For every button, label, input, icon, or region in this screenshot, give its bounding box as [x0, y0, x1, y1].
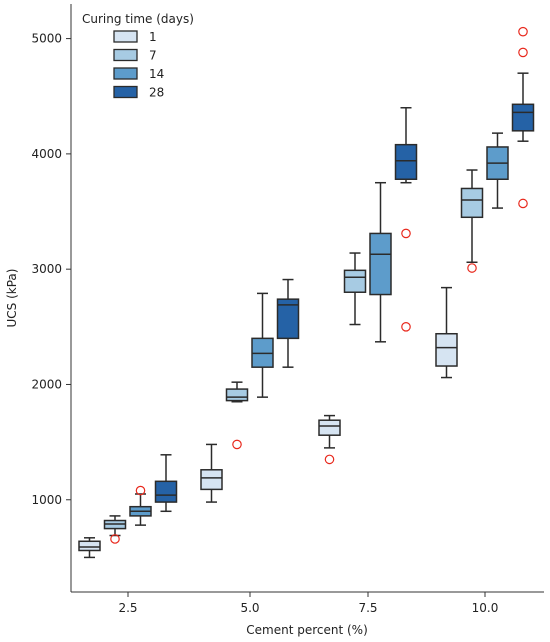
legend-swatch [113, 67, 138, 80]
legend-label: 28 [149, 86, 164, 100]
x-tick-label: 10.0 [472, 601, 499, 615]
box [200, 469, 223, 491]
x-tick-label: 5.0 [240, 601, 259, 615]
box [318, 419, 341, 436]
legend-label: 7 [149, 49, 157, 63]
legend-label: 1 [149, 30, 157, 44]
y-axis: 1000 2000 3000 4000 5000 [31, 4, 72, 592]
y-tick-label: 4000 [31, 147, 62, 161]
outlier-point [518, 26, 528, 37]
series-7 [103, 169, 484, 544]
legend-label: 14 [149, 67, 164, 81]
box [460, 187, 484, 219]
x-axis: 2.5 5.0 7.5 10.0 [71, 591, 544, 615]
x-tick-label: 7.5 [358, 601, 377, 615]
box [435, 332, 458, 367]
outlier-point [232, 439, 242, 450]
outlier-point [135, 485, 146, 496]
outlier-point [518, 47, 528, 58]
x-tick-label: 2.5 [118, 601, 137, 615]
legend-swatch [113, 30, 138, 43]
box [511, 103, 535, 132]
outlier-point [401, 228, 411, 239]
series-1 [78, 286, 458, 559]
legend-title: Curing time (days) [82, 12, 194, 26]
outlier-point [518, 198, 528, 209]
legend-swatch [113, 48, 138, 62]
y-tick-label: 2000 [31, 377, 62, 391]
box [343, 269, 367, 293]
box [369, 232, 392, 296]
outlier-point [324, 454, 335, 465]
outlier-point [467, 263, 477, 273]
box [394, 143, 418, 180]
legend-swatch [113, 85, 138, 99]
outlier-point [110, 534, 120, 544]
y-tick-label: 5000 [31, 32, 62, 46]
y-tick-label: 3000 [31, 262, 62, 276]
x-axis-label: Cement percent (%) [246, 623, 368, 637]
legend: Curing time (days) 1 7 14 28 [82, 12, 194, 100]
outlier-point [401, 322, 411, 332]
box [154, 480, 178, 503]
box [276, 298, 300, 340]
y-axis-label: UCS (kPa) [5, 269, 19, 328]
series-14 [129, 132, 509, 526]
box [225, 388, 249, 402]
y-tick-label: 1000 [31, 493, 62, 507]
box [78, 540, 101, 552]
plot-area [78, 26, 535, 559]
series-28 [154, 26, 535, 513]
